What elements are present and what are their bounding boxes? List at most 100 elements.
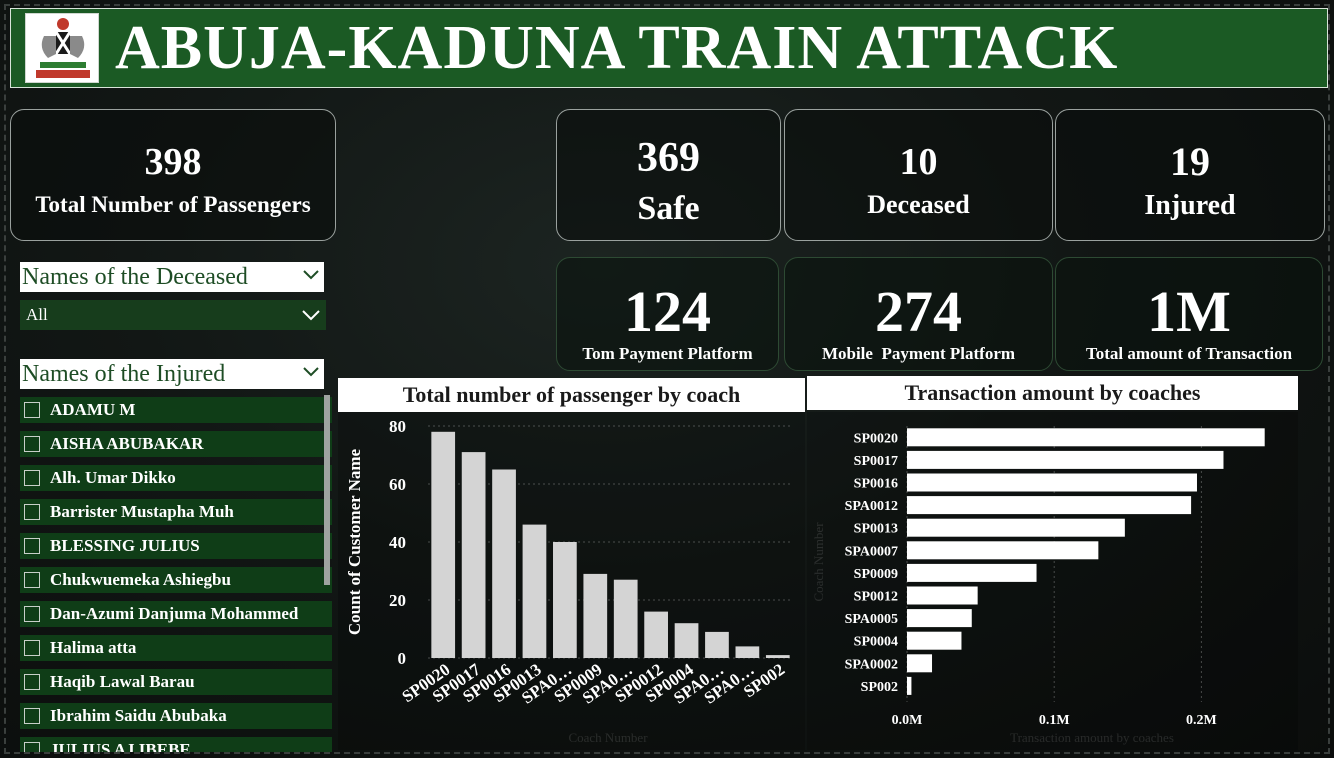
kpi-deceased-label: Deceased	[867, 190, 970, 219]
bar	[907, 450, 1224, 469]
y-tick-label: SP0004	[854, 635, 898, 650]
checkbox[interactable]	[24, 674, 40, 690]
transaction-by-coach-chart: 0.0M 0.1M 0.2M SP0020 SP0017 SP0016 SPA0012 SP0…	[811, 426, 1265, 745]
injured-name: BLESSING JULIUS	[50, 536, 200, 555]
y-tick-label: SPA0005	[845, 612, 898, 627]
bar	[907, 473, 1197, 492]
injured-list-item[interactable]: Dan-Azumi Danjuma Mohammed	[20, 601, 332, 627]
page-title: ABUJA-KADUNA TRAIN ATTACK	[115, 14, 1119, 82]
kpi-mobile-platform: 274 Mobile Payment Platform	[784, 257, 1053, 371]
bar	[522, 524, 547, 658]
checkbox[interactable]	[24, 402, 40, 418]
checkbox[interactable]	[24, 640, 40, 656]
kpi-deceased-value: 10	[899, 141, 938, 183]
kpi-injured: 19 Injured	[1055, 109, 1325, 241]
y-tick-label: SP002	[861, 680, 898, 695]
bar	[461, 452, 486, 658]
passenger-chart-title: Total number of passenger by coach	[338, 378, 805, 412]
y-tick-label: SP0016	[854, 477, 898, 492]
injured-list-item[interactable]: Haqib Lawal Barau	[20, 669, 332, 695]
y-tick-label: 80	[389, 417, 406, 436]
deceased-slicer-header[interactable]: Names of the Deceased	[20, 262, 324, 292]
bar	[583, 573, 608, 658]
bar	[907, 563, 1037, 582]
bar	[907, 654, 933, 673]
x-tick-label: 0.0M	[892, 713, 923, 728]
bar	[907, 541, 1099, 560]
kpi-mobile-platform-label: Mobile Payment Platform	[821, 344, 1016, 363]
kpi-tom-platform: 124 Tom Payment Platform	[556, 257, 779, 371]
y-tick-label: SPA0012	[845, 499, 898, 514]
injured-name: Ibrahim Saidu Abubaka	[50, 706, 227, 725]
injured-list-item[interactable]: AISHA ABUBAKAR	[20, 431, 332, 457]
y-tick-label: SP0020	[854, 431, 898, 446]
checkbox[interactable]	[24, 504, 40, 520]
injured-list-item[interactable]: ADAMU M	[20, 397, 332, 423]
injured-name: Haqib Lawal Barau	[50, 672, 195, 691]
injured-name: JULIUS AJ IBEBE	[50, 740, 191, 752]
y-tick-label: SP0009	[854, 567, 898, 582]
dashboard-frame	[4, 4, 1330, 754]
injured-slicer-header[interactable]: Names of the Injured	[20, 359, 324, 389]
injured-list-item[interactable]: Alh. Umar Dikko	[20, 465, 332, 491]
injured-name: Halima atta	[50, 638, 137, 657]
injured-list-item[interactable]: Barrister Mustapha Muh	[20, 499, 332, 525]
bar	[765, 655, 790, 658]
checkbox[interactable]	[24, 538, 40, 554]
chevron-down-icon[interactable]	[302, 362, 320, 380]
kpi-total-transaction-label: Total amount of Transaction	[1085, 344, 1293, 363]
y-axis-label: Coach Number	[811, 522, 826, 602]
y-tick-label: 60	[389, 475, 406, 494]
chevron-down-icon[interactable]	[302, 307, 320, 323]
y-tick-label: SP0017	[854, 454, 898, 469]
injured-name: Dan-Azumi Danjuma Mohammed	[50, 604, 299, 623]
kpi-total-transaction: 1M Total amount of Transaction	[1055, 257, 1323, 371]
injured-name: AISHA ABUBAKAR	[50, 434, 204, 453]
deceased-slicer-title: Names of the Deceased	[22, 264, 248, 290]
injured-list-item[interactable]: JULIUS AJ IBEBE	[20, 737, 332, 752]
injured-list-scrollbar[interactable]	[324, 395, 330, 585]
injured-name: Alh. Umar Dikko	[50, 468, 176, 487]
injured-list-item[interactable]: Ibrahim Saidu Abubaka	[20, 703, 332, 729]
checkbox[interactable]	[24, 572, 40, 588]
y-tick-label: 40	[389, 533, 406, 552]
injured-slicer-title: Names of the Injured	[22, 361, 226, 387]
injured-list-item[interactable]: Chukwuemeka Ashiegbu	[20, 567, 332, 593]
x-tick-label: 0.1M	[1039, 713, 1070, 728]
deceased-dropdown[interactable]: All	[20, 300, 326, 330]
kpi-injured-label: Injured	[1144, 190, 1236, 221]
injured-name: Chukwuemeka Ashiegbu	[50, 570, 231, 589]
kpi-tom-platform-label: Tom Payment Platform	[582, 344, 753, 363]
x-axis-label: Transaction amount by coaches	[1010, 730, 1174, 745]
x-axis-label: Coach Number	[568, 730, 648, 745]
bar	[907, 496, 1192, 515]
bar	[613, 579, 638, 658]
checkbox[interactable]	[24, 742, 40, 752]
y-tick-label: SPA0007	[845, 544, 898, 559]
checkbox[interactable]	[24, 436, 40, 452]
passenger-by-coach-chart: 020406080SP0020SP0017SP0016SP0013SPA0…SP…	[345, 417, 793, 745]
bar	[735, 646, 760, 658]
kpi-safe-value: 369	[637, 135, 700, 181]
kpi-safe: 369 Safe	[556, 109, 781, 241]
kpi-deceased: 10 Deceased	[784, 109, 1053, 241]
y-axis-label: Count of Customer Name	[345, 448, 364, 635]
checkbox[interactable]	[24, 708, 40, 724]
bar	[907, 609, 972, 628]
y-tick-label: 0	[398, 649, 407, 668]
x-tick-label: 0.2M	[1186, 713, 1217, 728]
kpi-tom-platform-value: 124	[624, 279, 711, 344]
bar	[705, 631, 729, 658]
bar	[431, 431, 456, 658]
bar	[907, 518, 1125, 537]
injured-list-item[interactable]: Halima atta	[20, 635, 332, 661]
bar	[907, 676, 912, 695]
bar	[907, 631, 962, 650]
coat-of-arms-logo	[25, 13, 99, 83]
chevron-down-icon[interactable]	[302, 265, 320, 283]
checkbox[interactable]	[24, 606, 40, 622]
injured-list-item[interactable]: BLESSING JULIUS	[20, 533, 332, 559]
checkbox[interactable]	[24, 470, 40, 486]
kpi-total-passengers-label: Total Number of Passengers	[35, 192, 311, 217]
kpi-injured-value: 19	[1170, 139, 1210, 184]
